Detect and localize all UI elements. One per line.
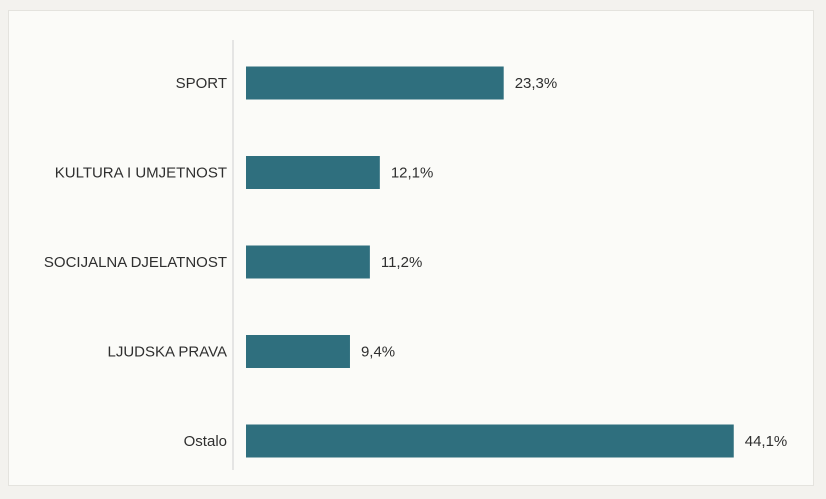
category-label: KULTURA I UMJETNOST bbox=[55, 165, 227, 182]
data-label: 11,2% bbox=[381, 254, 422, 271]
data-label: 44,1% bbox=[745, 433, 788, 450]
bar bbox=[246, 156, 380, 189]
data-label: 9,4% bbox=[361, 344, 395, 361]
bar bbox=[246, 424, 734, 458]
category-label: LJUDSKA PRAVA bbox=[108, 344, 228, 361]
category-label: SPORT bbox=[176, 75, 227, 92]
bar bbox=[246, 245, 370, 279]
category-label: SOCIJALNA DJELATNOST bbox=[44, 254, 227, 271]
data-label: 12,1% bbox=[391, 165, 434, 182]
data-label: 23,3% bbox=[515, 75, 558, 92]
bar bbox=[246, 335, 350, 368]
bar bbox=[246, 66, 504, 100]
category-label: Ostalo bbox=[184, 433, 227, 450]
